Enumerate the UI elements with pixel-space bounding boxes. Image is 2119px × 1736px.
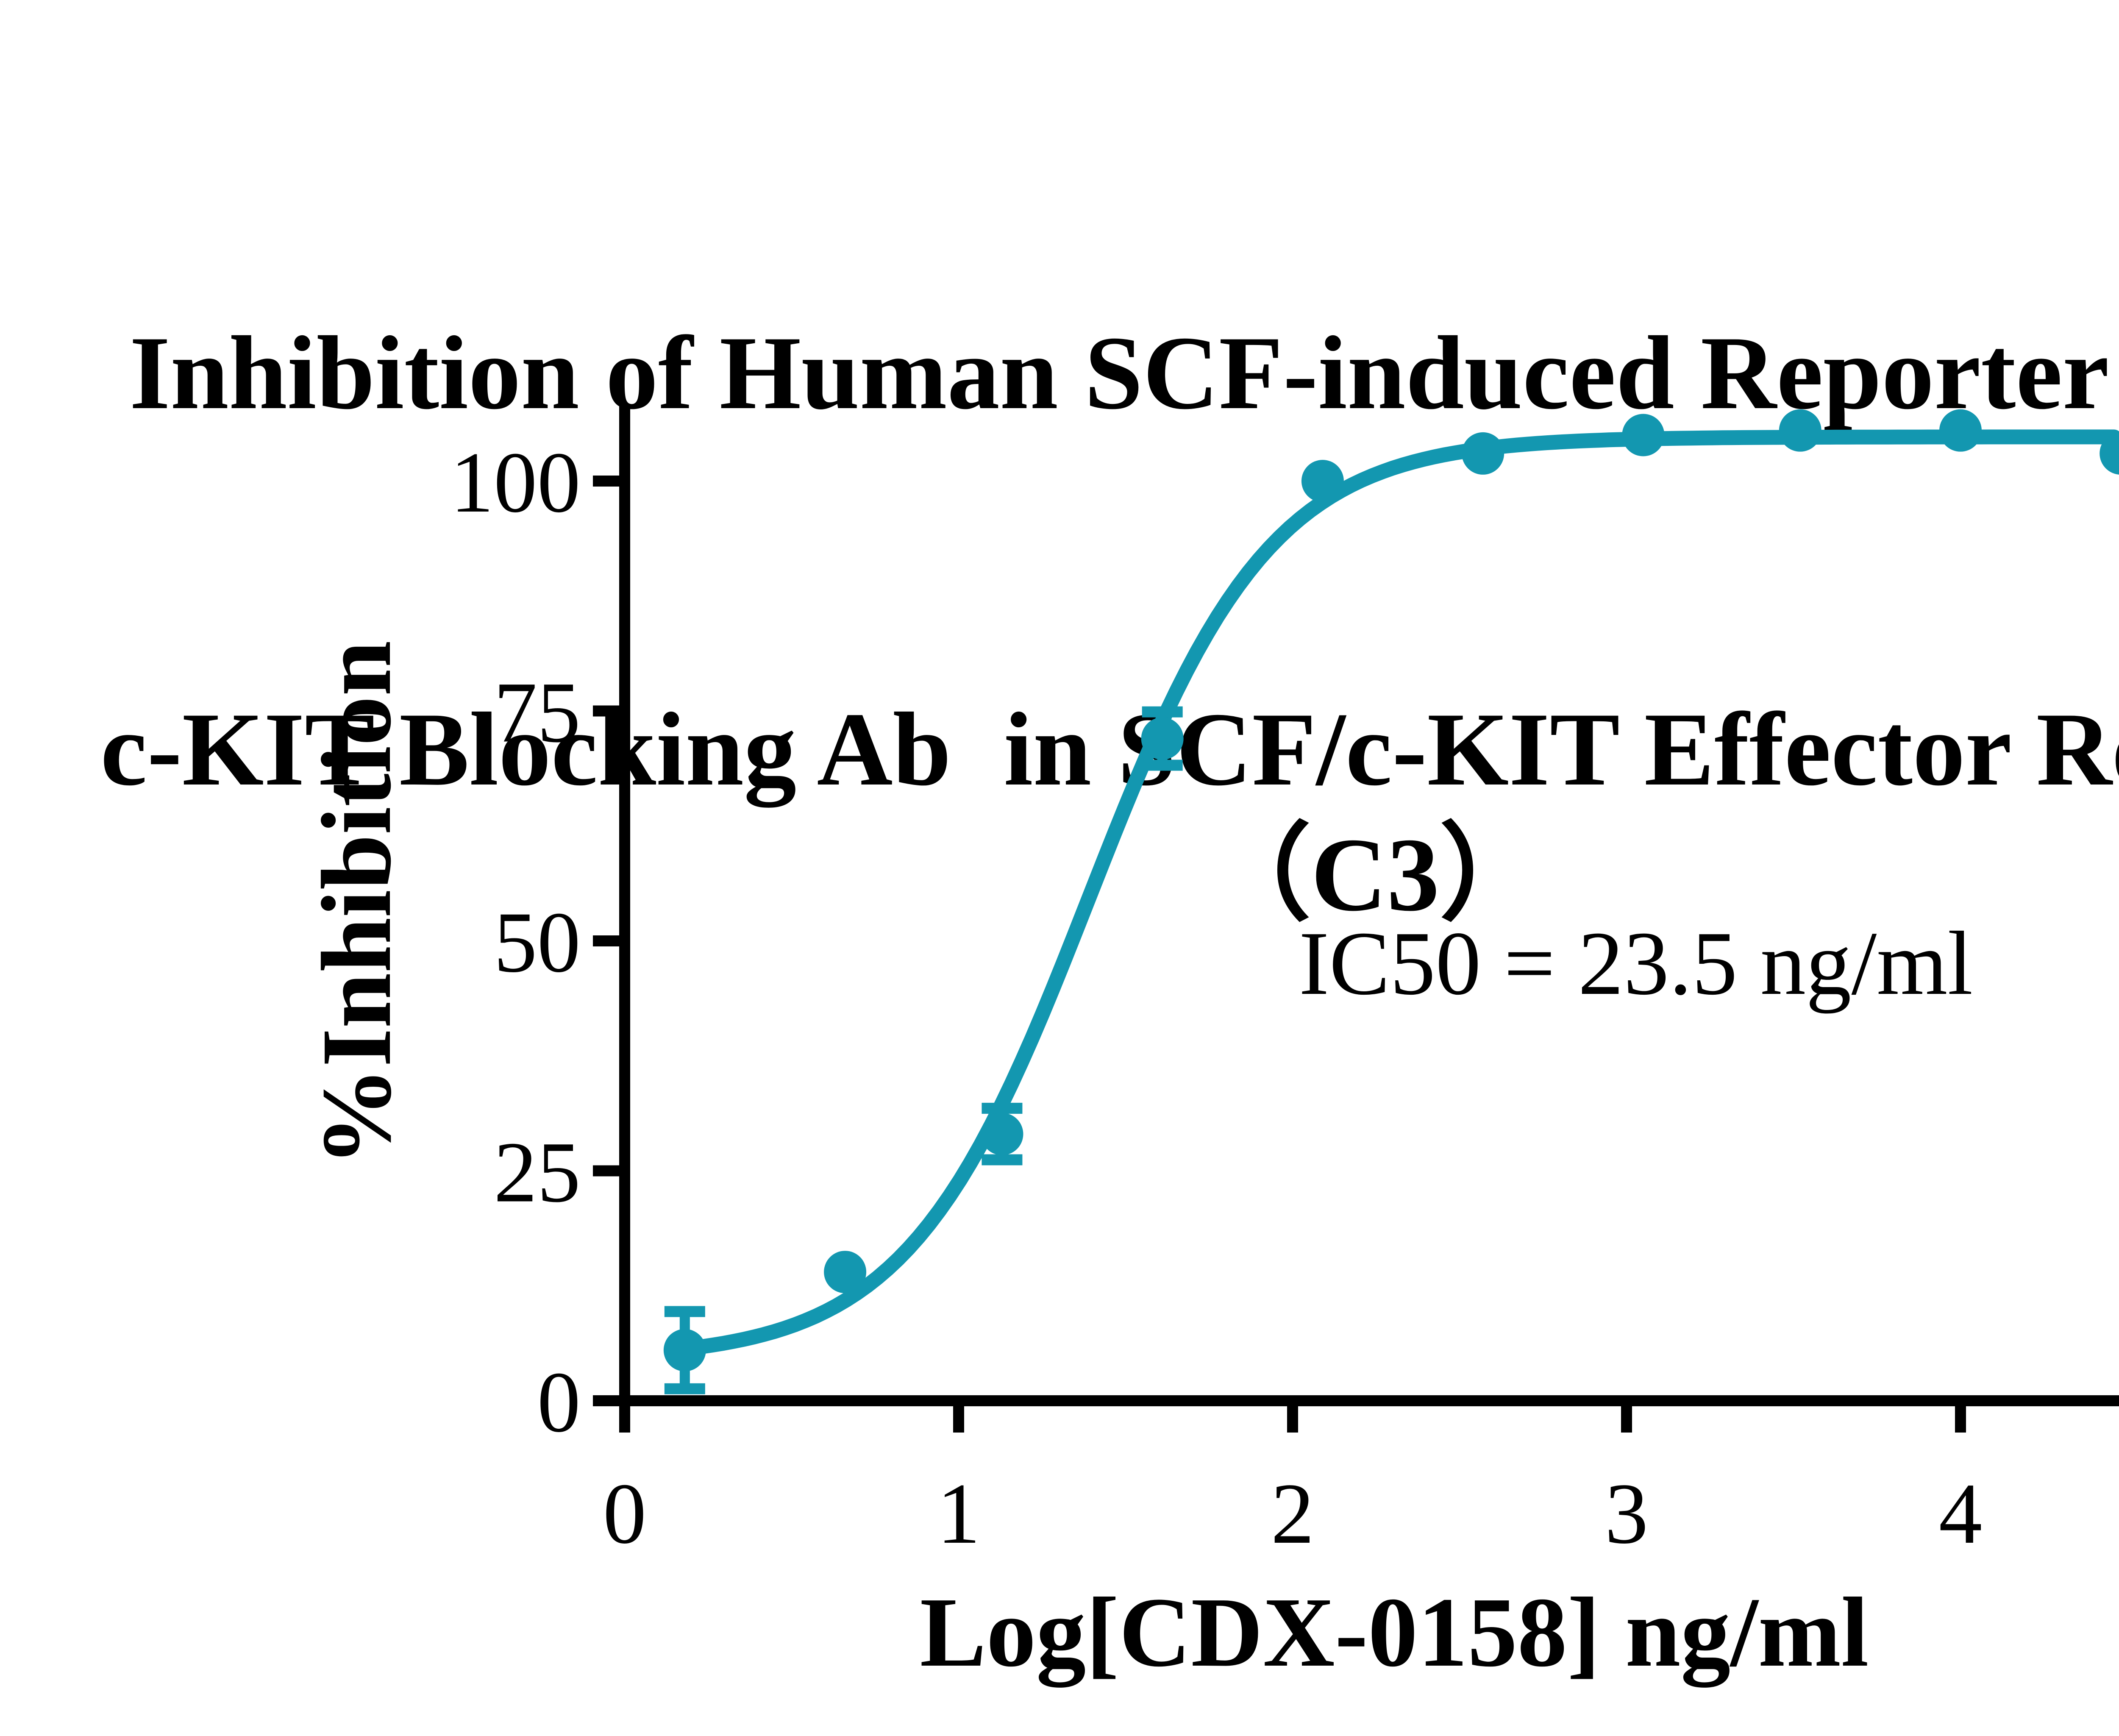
y-tick-label: 50 (494, 894, 581, 990)
y-tick (593, 705, 619, 717)
x-tick (953, 1406, 964, 1433)
ic50-annotation: IC50 = 23.5 ng/ml (1299, 913, 1973, 1014)
chart-title-line1: Inhibition of Human SCF-induced Reporter… (129, 314, 2108, 431)
y-tick (593, 476, 619, 487)
y-axis-title: %Inhibition (301, 641, 412, 1167)
y-tick (593, 1395, 619, 1406)
x-tick (619, 1406, 630, 1433)
x-tick-label: 3 (1605, 1466, 1649, 1562)
error-bar-cap (664, 1306, 705, 1317)
data-point (1462, 432, 1504, 475)
x-tick-label: 0 (603, 1466, 647, 1562)
y-tick (593, 935, 619, 946)
y-tick-label: 75 (494, 665, 581, 761)
x-tick (1621, 1406, 1632, 1433)
data-point (1939, 409, 1982, 452)
data-point (824, 1251, 867, 1294)
x-tick-label: 4 (1939, 1466, 1983, 1562)
data-point (1301, 460, 1344, 502)
y-tick-label: 100 (450, 434, 581, 531)
data-point (1622, 414, 1665, 456)
data-point (1779, 409, 1821, 452)
x-axis-title: Log[CDX-0158] ng/ml (920, 1577, 1869, 1688)
error-bar-cap (1142, 706, 1183, 718)
fit-curve (664, 429, 2119, 1358)
error-bar-cap (664, 1383, 705, 1394)
plot-render: 0 25 50 75 100 0 1 2 3 4 (450, 406, 2119, 1562)
data-point (2100, 432, 2119, 475)
y-tick-label: 25 (494, 1124, 581, 1221)
error-bar-cap (982, 1154, 1023, 1166)
data-point (981, 1113, 1023, 1155)
y-tick-label: 0 (537, 1354, 581, 1450)
y-tick (593, 1165, 619, 1177)
data-point (663, 1329, 706, 1372)
y-axis-line (619, 406, 630, 1410)
error-bar-cap (982, 1102, 1023, 1114)
chart-title-line2: c-KIT Blocking Ab in SCF/c-KIT Effector … (100, 691, 2119, 933)
error-bar-cap (1142, 760, 1183, 771)
x-axis-line (593, 1395, 2119, 1406)
x-tick-label: 2 (1271, 1466, 1315, 1562)
data-point (1141, 717, 1184, 760)
chart-title: Inhibition of Human SCF-induced Reporter… (0, 59, 2119, 1188)
x-tick (1287, 1406, 1298, 1433)
x-tick (1955, 1406, 1966, 1433)
x-tick-label: 1 (937, 1466, 981, 1562)
